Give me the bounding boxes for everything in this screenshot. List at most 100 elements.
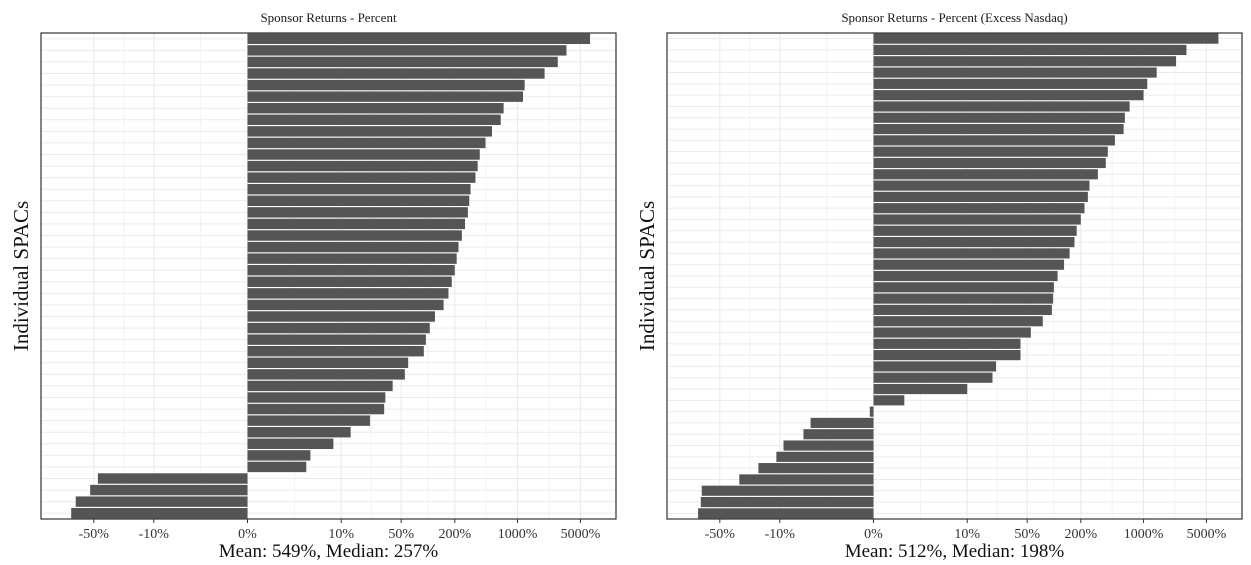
left-x-tick-label: -10% [139, 527, 170, 542]
right-bar [873, 157, 1106, 169]
right-bar [873, 112, 1125, 123]
left-bar [247, 56, 558, 68]
right-bar [700, 496, 874, 508]
left-x-tick-label: 10% [328, 527, 354, 542]
right-bar [873, 395, 905, 406]
right-bar [873, 78, 1148, 89]
left-bar [90, 484, 248, 496]
left-bar [247, 241, 459, 253]
left-x-tick-label: -50% [79, 527, 110, 542]
right-bar [873, 372, 993, 383]
left-x-axis-label: Mean: 549%, Median: 257% [219, 541, 439, 562]
chart-panel-right: Sponsor Returns - Percent (Excess Nasdaq… [626, 0, 1251, 565]
left-bar [247, 427, 351, 438]
left-bar [71, 508, 248, 519]
right-bar [803, 429, 874, 440]
right-bar [739, 474, 874, 485]
right-x-tick-label: 50% [1014, 527, 1040, 542]
left-bar [247, 114, 501, 125]
right-bar [873, 327, 1031, 338]
right-bar [873, 101, 1130, 112]
right-x-tick-label: 1000% [1124, 527, 1164, 542]
right-bar [873, 90, 1144, 101]
left-bar [247, 253, 457, 264]
right-bar [873, 33, 1219, 44]
right-bar [776, 451, 874, 462]
right-bar [873, 282, 1054, 293]
right-bar [873, 338, 1021, 349]
left-bar [247, 33, 591, 44]
chart-left-svg: Sponsor Returns - Percent -50% -10% 0% 10% 50… [9, 10, 617, 562]
left-bar [247, 322, 430, 334]
left-bar [247, 230, 462, 241]
left-bar [247, 103, 504, 114]
left-bar [247, 346, 424, 357]
right-bar [810, 417, 874, 429]
left-bar [247, 461, 307, 473]
right-x-axis-label: Mean: 512%, Median: 198% [845, 541, 1065, 562]
left-bar [247, 369, 405, 380]
left-bar [247, 195, 470, 206]
left-bar [247, 218, 465, 230]
right-bar [873, 270, 1058, 282]
left-bar [247, 68, 545, 79]
left-bar [75, 496, 248, 507]
right-bar [869, 406, 874, 417]
left-bar [247, 392, 386, 403]
right-bar [873, 180, 1090, 191]
left-x-tick-label: 200% [438, 527, 471, 542]
right-x-tick-label: 200% [1064, 527, 1097, 542]
right-bar [873, 361, 997, 372]
left-bar [247, 438, 334, 449]
left-bar [247, 137, 486, 149]
left-bar [247, 380, 393, 392]
left-bar [247, 276, 452, 287]
right-bar [873, 259, 1065, 270]
chart-right-svg: Sponsor Returns - Percent (Excess Nasdaq… [635, 10, 1243, 562]
right-bar [873, 225, 1077, 236]
chart-panel-left: Sponsor Returns - Percent -50% -10% 0% 10% 50… [0, 0, 625, 565]
left-bar [247, 403, 385, 415]
right-bar [873, 248, 1070, 259]
right-bar [873, 169, 1098, 180]
left-x-tick-label: 50% [388, 527, 414, 542]
right-bar [701, 485, 874, 496]
left-bar [247, 265, 455, 276]
right-bar [873, 191, 1088, 202]
left-bar [247, 79, 525, 91]
left-bar [247, 91, 523, 102]
right-bar [873, 56, 1177, 67]
right-bar [873, 203, 1085, 214]
right-bar [873, 383, 968, 395]
right-bar [873, 350, 1021, 361]
left-plot-border [40, 32, 617, 520]
left-x-tick-label: 1000% [498, 527, 538, 542]
right-bar [758, 463, 874, 474]
right-bar [873, 316, 1043, 327]
right-x-tick-label: 0% [864, 527, 883, 542]
right-bar [873, 123, 1124, 135]
right-x-tick-label: 10% [954, 527, 980, 542]
left-y-axis-label: Individual SPACs [9, 201, 33, 351]
left-bar [247, 288, 449, 299]
left-bar [247, 357, 409, 368]
right-title: Sponsor Returns - Percent (Excess Nasdaq… [841, 10, 1067, 25]
right-bar [873, 293, 1054, 304]
left-bar [247, 334, 426, 345]
right-bar [873, 135, 1115, 146]
left-bar [247, 311, 435, 322]
left-bar [247, 207, 468, 218]
left-bar [247, 160, 478, 172]
left-x-tick-label: 5000% [561, 527, 601, 542]
left-bar [247, 149, 480, 160]
left-bar [247, 450, 311, 461]
right-plot-border [666, 32, 1243, 520]
left-bar [247, 299, 444, 311]
left-bar [247, 45, 567, 56]
left-bar [247, 184, 471, 195]
left-title: Sponsor Returns - Percent [260, 10, 397, 25]
left-x-tick-label: 0% [238, 527, 257, 542]
right-x-tick-label: -10% [765, 527, 796, 542]
right-x-tick-label: 5000% [1187, 527, 1227, 542]
right-bar [783, 440, 874, 451]
